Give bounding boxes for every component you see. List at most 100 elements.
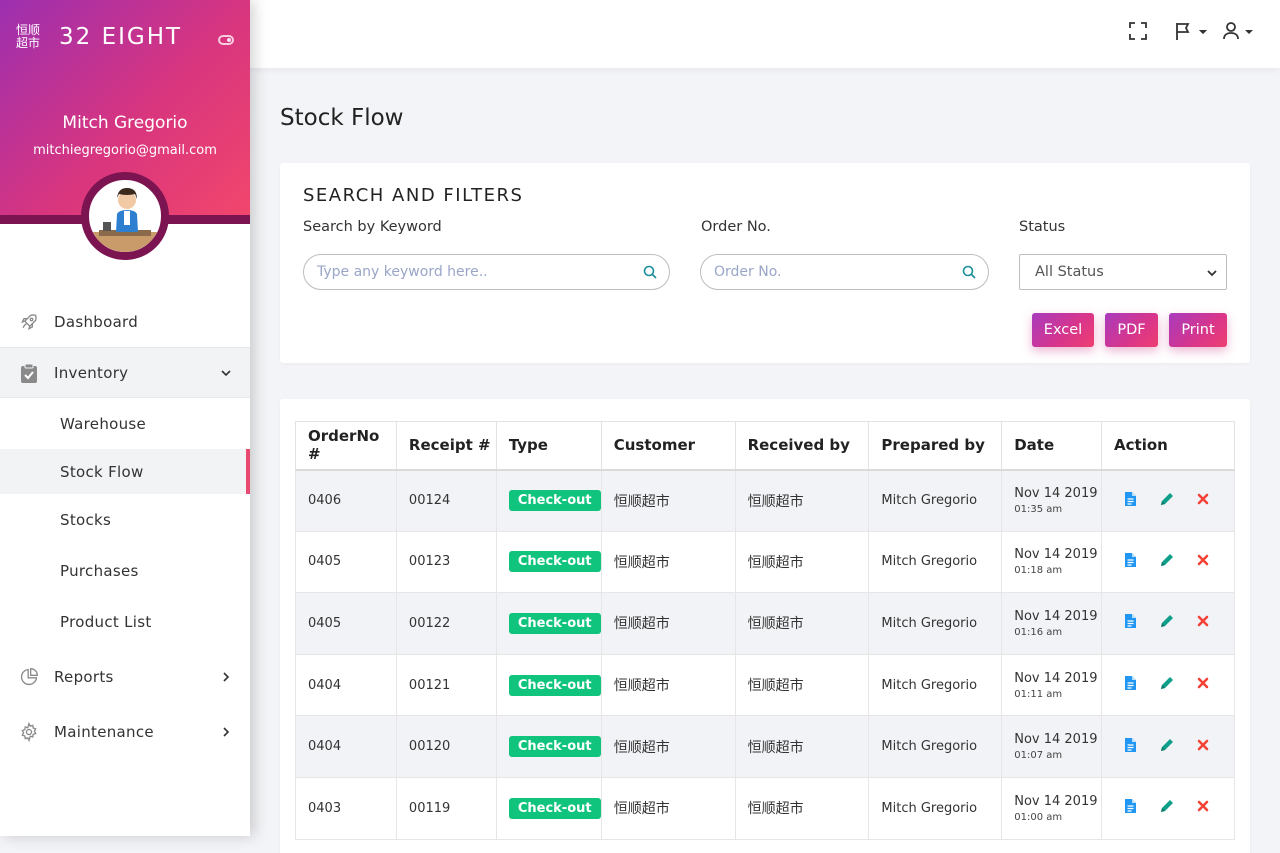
- column-header[interactable]: Received by: [734, 421, 870, 471]
- delete-x-icon[interactable]: [1197, 493, 1209, 509]
- keyword-placeholder: Type any keyword here..: [317, 264, 488, 280]
- sidebar-item-product-list[interactable]: Product List: [60, 612, 152, 631]
- date-value: Nov 14 2019: [1014, 732, 1098, 748]
- filters-title: SEARCH AND FILTERS: [303, 185, 524, 206]
- user-name: Mitch Gregorio: [62, 113, 188, 133]
- avatar[interactable]: [81, 172, 169, 260]
- edit-pencil-icon[interactable]: [1159, 491, 1175, 511]
- customer-cell: 恒顺超市: [600, 592, 736, 655]
- action-cell: [1101, 715, 1235, 778]
- delete-x-icon[interactable]: [1197, 739, 1209, 755]
- document-icon[interactable]: [1124, 552, 1137, 572]
- flag-icon[interactable]: [1174, 21, 1208, 41]
- type-badge: Check-out: [508, 674, 601, 696]
- edit-pencil-icon[interactable]: [1159, 798, 1175, 818]
- sidebar-item-stocks[interactable]: Stocks: [60, 510, 112, 529]
- received-by-cell: 恒顺超市: [734, 592, 870, 655]
- status-label: Status: [1019, 219, 1066, 235]
- document-icon[interactable]: [1124, 491, 1137, 511]
- brand-name: 32 EIGHT: [59, 24, 183, 50]
- user-icon[interactable]: [1222, 21, 1256, 41]
- sidebar-item-dashboard[interactable]: Dashboard: [0, 296, 250, 347]
- delete-x-icon[interactable]: [1197, 615, 1209, 631]
- date-value: Nov 14 2019: [1014, 486, 1098, 502]
- column-header[interactable]: OrderNo #: [295, 421, 397, 471]
- order-no-cell: 0403: [295, 776, 397, 840]
- sidebar: 恒顺 超市 32 EIGHT Mitch Gregorio mitchiegreg…: [0, 0, 250, 836]
- sidebar-item-inventory[interactable]: Inventory: [0, 347, 250, 398]
- sidebar-toggle-icon[interactable]: [218, 35, 234, 45]
- delete-x-icon[interactable]: [1197, 554, 1209, 570]
- stock-flow-table: OrderNo # Receipt # Type Customer Receiv…: [295, 421, 1235, 840]
- sidebar-item-reports[interactable]: Reports: [0, 651, 250, 702]
- order-placeholder: Order No.: [714, 264, 782, 280]
- chevron-down-icon: [1206, 267, 1218, 283]
- table-row[interactable]: 0405 00123 Check-out 恒顺超市 恒顺超市 Mitch Gregorio…: [295, 530, 1235, 594]
- search-icon[interactable]: [962, 265, 976, 283]
- prepared-by-cell: Mitch Gregorio: [868, 776, 1003, 840]
- column-header[interactable]: Prepared by: [868, 421, 1003, 471]
- time-value: 01:16 am: [1014, 626, 1063, 638]
- fullscreen-icon[interactable]: [1128, 21, 1148, 41]
- type-cell: Check-out: [495, 592, 602, 655]
- delete-x-icon[interactable]: [1197, 800, 1209, 816]
- table-row[interactable]: 0403 00119 Check-out 恒顺超市 恒顺超市 Mitch Gregorio…: [295, 776, 1235, 840]
- chevron-down-icon: [220, 348, 232, 397]
- type-badge: Check-out: [508, 797, 601, 819]
- edit-pencil-icon[interactable]: [1159, 613, 1175, 633]
- order-no-cell: 0405: [295, 592, 397, 655]
- type-cell: Check-out: [495, 530, 602, 594]
- status-select[interactable]: All Status: [1019, 254, 1227, 290]
- type-badge: Check-out: [508, 736, 601, 758]
- type-cell: Check-out: [495, 715, 602, 778]
- edit-pencil-icon[interactable]: [1159, 675, 1175, 695]
- pie-chart-icon: [18, 666, 40, 688]
- edit-pencil-icon[interactable]: [1159, 737, 1175, 757]
- table-row[interactable]: 0406 00124 Check-out 恒顺超市 恒顺超市 Mitch Gregorio…: [295, 469, 1235, 532]
- edit-pencil-icon[interactable]: [1159, 552, 1175, 572]
- brand[interactable]: 恒顺 超市 32 EIGHT: [16, 23, 183, 51]
- column-header[interactable]: Receipt #: [395, 421, 497, 471]
- sidebar-item-purchases[interactable]: Purchases: [60, 561, 139, 580]
- type-badge: Check-out: [508, 490, 601, 512]
- sidebar-item-stock-flow[interactable]: Stock Flow: [0, 449, 250, 494]
- column-header[interactable]: Type: [495, 421, 602, 471]
- column-header[interactable]: Date: [1001, 421, 1103, 471]
- customer-cell: 恒顺超市: [600, 776, 736, 840]
- sidebar-item-label: Reports: [54, 667, 114, 686]
- delete-x-icon[interactable]: [1197, 677, 1209, 693]
- action-cell: [1101, 530, 1235, 594]
- receipt-cell: 00120: [395, 715, 497, 778]
- sidebar-item-maintenance[interactable]: Maintenance: [0, 706, 250, 757]
- brand-logo: 恒顺 超市: [16, 23, 41, 50]
- customer-cell: 恒顺超市: [600, 653, 736, 717]
- keyword-search-input[interactable]: Type any keyword here..: [303, 254, 670, 290]
- table-row[interactable]: 0404 00121 Check-out 恒顺超市 恒顺超市 Mitch Gregorio…: [295, 653, 1235, 717]
- time-value: 01:18 am: [1014, 565, 1063, 577]
- column-header[interactable]: Customer: [600, 421, 736, 471]
- excel-button[interactable]: Excel: [1032, 313, 1094, 347]
- table-header-row: OrderNo # Receipt # Type Customer Receiv…: [295, 421, 1235, 471]
- date-value: Nov 14 2019: [1014, 547, 1098, 563]
- receipt-cell: 00123: [395, 530, 497, 594]
- document-icon[interactable]: [1124, 675, 1137, 695]
- search-icon[interactable]: [643, 265, 657, 283]
- table-row[interactable]: 0404 00120 Check-out 恒顺超市 恒顺超市 Mitch Gregorio…: [295, 715, 1235, 778]
- time-value: 01:11 am: [1014, 688, 1063, 700]
- document-icon[interactable]: [1124, 798, 1137, 818]
- sidebar-nav: Dashboard Inventory Warehouse Stock Flow…: [0, 296, 250, 757]
- sidebar-item-label: Maintenance: [54, 722, 154, 741]
- date-value: Nov 14 2019: [1014, 608, 1098, 624]
- order-no-input[interactable]: Order No.: [700, 254, 989, 290]
- print-button[interactable]: Print: [1169, 313, 1227, 347]
- pdf-button[interactable]: PDF: [1105, 313, 1158, 347]
- type-cell: Check-out: [495, 653, 602, 717]
- document-icon[interactable]: [1124, 737, 1137, 757]
- table-row[interactable]: 0405 00122 Check-out 恒顺超市 恒顺超市 Mitch Gregorio…: [295, 592, 1235, 655]
- clipboard-check-icon: [18, 362, 40, 384]
- document-icon[interactable]: [1124, 613, 1137, 633]
- received-by-cell: 恒顺超市: [734, 469, 870, 532]
- sidebar-item-warehouse[interactable]: Warehouse: [60, 414, 147, 433]
- action-cell: [1101, 469, 1235, 532]
- order-label: Order No.: [701, 219, 771, 235]
